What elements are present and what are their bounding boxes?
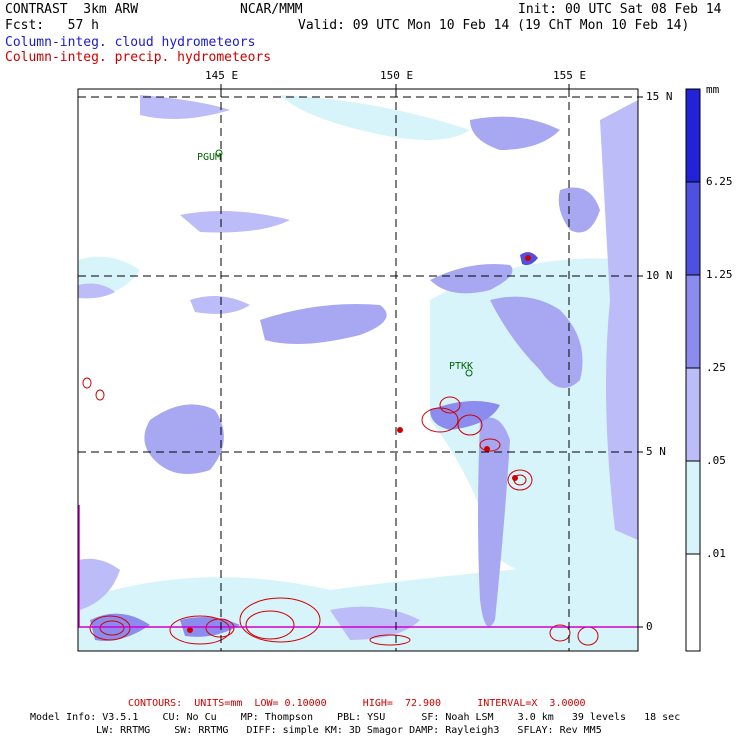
colorbar-unit: mm [706, 83, 720, 96]
colorbar-level-1-25: 1.25 [706, 268, 733, 281]
station-marker-pgum [215, 149, 223, 157]
contour-info: CONTOURS: UNITS=mm LOW= 0.10000 HIGH= 72… [128, 698, 586, 709]
init-time: Init: 00 UTC Sat 08 Feb 14 [518, 2, 722, 17]
station-label-pgum: PGUM [197, 152, 222, 163]
lat-label-5n: 5 N [646, 445, 666, 458]
legend-cloud-label: Column-integ. cloud hydrometeors [5, 35, 256, 50]
lon-label-155: 155 E [553, 69, 587, 82]
valid-time: Valid: 09 UTC Mon 10 Feb 14 (19 ChT Mon … [298, 18, 690, 33]
hydrometeor-field [78, 95, 638, 651]
colorbar [685, 88, 701, 652]
lon-label-150: 150 E [380, 69, 414, 82]
model-info-line2: LW: RRTMG SW: RRTMG DIFF: simple KM: 3D … [96, 725, 602, 736]
station-label-ptkk: PTKK [449, 361, 474, 372]
station-marker-ptkk [465, 369, 473, 377]
colorbar-level-0-05: .05 [706, 454, 726, 467]
lat-label-15n: 15 N [646, 90, 673, 103]
institution: NCAR/MMM [240, 2, 303, 17]
map-border [77, 88, 639, 652]
colorbar-level-0-01: .01 [706, 547, 726, 560]
lat-label-0: 0 [646, 620, 653, 633]
lon-label-145: 145 E [205, 69, 239, 82]
colorbar-level-6-25: 6.25 [706, 175, 733, 188]
legend-precip-label: Column-integ. precip. hydrometeors [5, 50, 272, 65]
model-info-line1: Model Info: V3.5.1 CU: No Cu MP: Thompso… [30, 712, 681, 723]
forecast-hour: Fcst: 57 h [5, 18, 99, 33]
colorbar-level-0-25: .25 [706, 361, 726, 374]
lat-label-10n: 10 N [646, 269, 673, 282]
model-title: CONTRAST 3km ARW [5, 2, 139, 17]
graticule [78, 89, 638, 651]
